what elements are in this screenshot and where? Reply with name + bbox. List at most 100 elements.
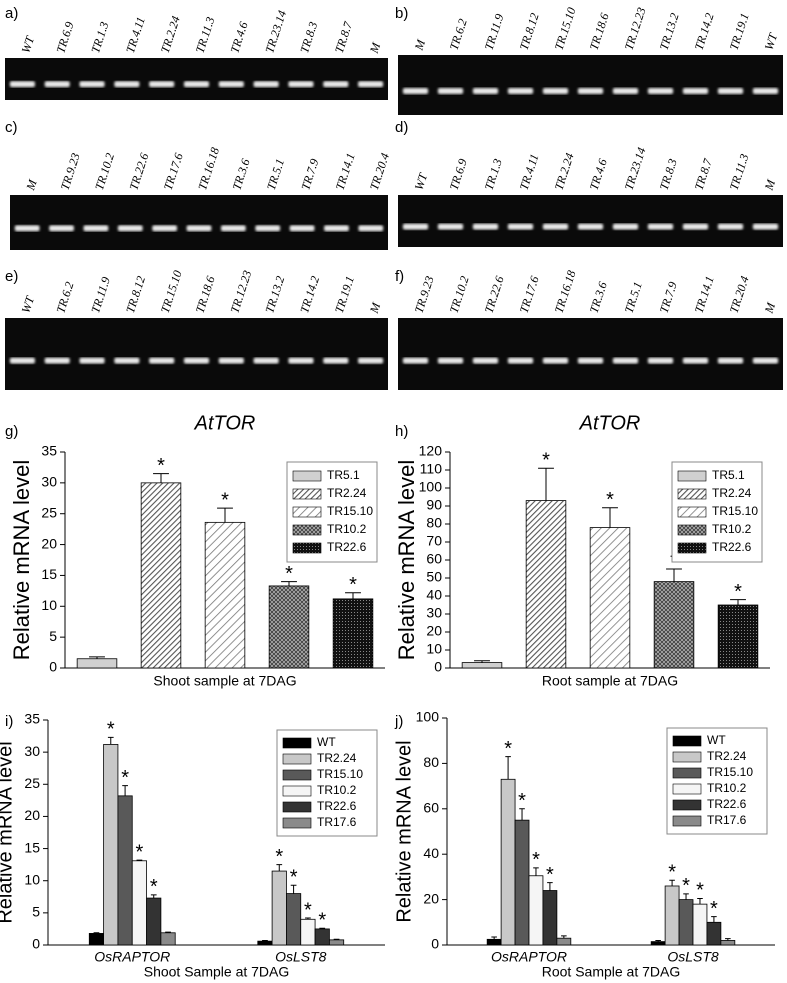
gel-band xyxy=(612,223,639,230)
bar xyxy=(664,885,680,946)
y-tick-label: 90 xyxy=(426,497,442,513)
significance-mark: * xyxy=(682,875,690,897)
bar xyxy=(706,921,722,946)
lane-label: TR.2.24 xyxy=(158,14,183,54)
error-bar xyxy=(345,592,361,599)
error-bar xyxy=(262,940,268,942)
legend-label: TR2.24 xyxy=(327,486,367,500)
panel-label: b) xyxy=(395,5,408,22)
gel-band xyxy=(183,81,210,88)
significance-mark: * xyxy=(107,719,115,741)
y-tick-label: 0 xyxy=(49,659,57,675)
y-tick-label: 60 xyxy=(426,551,442,567)
bar xyxy=(653,581,695,669)
gel-band xyxy=(472,223,499,230)
significance-mark: * xyxy=(546,864,554,886)
significance-mark: * xyxy=(696,880,704,902)
error-bar xyxy=(725,938,731,941)
legend-swatch xyxy=(672,783,702,795)
lane-label: TR.20.4 xyxy=(727,274,752,314)
y-tick-label: 50 xyxy=(426,569,442,585)
gel-band xyxy=(358,81,384,88)
gel-band xyxy=(288,357,314,364)
lane-label: M xyxy=(411,37,428,53)
legend-label: TR15.10 xyxy=(317,767,363,781)
y-tick-label: 30 xyxy=(426,605,442,621)
legend-label: TR22.6 xyxy=(712,540,752,554)
gel-band xyxy=(183,357,210,364)
x-tick-label: OsRAPTOR xyxy=(491,949,567,965)
gel-band xyxy=(288,81,314,88)
error-bar xyxy=(533,867,539,876)
legend-swatch xyxy=(677,524,707,536)
x-axis-label: Shoot sample at 7DAG xyxy=(153,673,296,689)
y-tick-label: 20 xyxy=(24,807,40,823)
lane-label: TR.7.9 xyxy=(298,157,321,192)
gel-band xyxy=(220,225,246,232)
bar xyxy=(88,933,105,946)
gel-band xyxy=(14,225,40,232)
legend-swatch xyxy=(672,815,702,827)
gel-band xyxy=(577,223,604,230)
error-bar xyxy=(666,568,682,582)
lane-label: TR.2.24 xyxy=(552,151,577,191)
y-tick-label: 100 xyxy=(416,709,440,725)
bar xyxy=(692,903,708,946)
lane-label: WT xyxy=(19,293,38,314)
gel-band xyxy=(323,81,349,88)
gel-band xyxy=(682,357,709,364)
lane-label: TR.8.3 xyxy=(657,157,680,192)
chart-title: AtTOR xyxy=(579,412,641,434)
significance-mark: * xyxy=(136,841,144,863)
lane-label: TR.6.2 xyxy=(53,280,76,315)
lane-label: TR.14.2 xyxy=(692,11,717,51)
significance-mark: * xyxy=(121,767,129,789)
lane-label: TR.15.10 xyxy=(552,6,579,52)
legend-swatch xyxy=(292,524,322,536)
lane-label: TR.8.12 xyxy=(123,274,148,314)
lane-label: TR.9.23 xyxy=(58,151,83,191)
panel-label: f) xyxy=(395,268,404,285)
gel-band xyxy=(717,357,744,364)
legend-label: WT xyxy=(317,735,336,749)
bar xyxy=(117,795,133,946)
lane-label: TR.9.23 xyxy=(412,274,437,314)
gel-band xyxy=(83,225,109,232)
legend-label: TR15.10 xyxy=(327,504,373,518)
y-tick-label: 0 xyxy=(434,659,442,675)
legend-swatch xyxy=(292,542,322,554)
y-tick-label: 120 xyxy=(419,443,443,459)
error-bar xyxy=(474,660,490,663)
lane-label: TR.5.1 xyxy=(264,157,287,192)
error-bar xyxy=(602,507,618,528)
significance-mark: * xyxy=(157,455,165,477)
error-bar xyxy=(319,927,326,929)
lane-label: M xyxy=(366,300,383,316)
lane-label: TR.19.1 xyxy=(332,274,357,314)
gel-band xyxy=(647,357,674,364)
lane-label: TR.6.9 xyxy=(53,20,76,55)
gel-band xyxy=(402,357,429,364)
gel-band xyxy=(9,81,35,88)
lane-label: TR.11.9 xyxy=(482,12,507,52)
lane-label: WT xyxy=(19,33,38,54)
bar xyxy=(286,893,302,946)
x-axis-label: Root sample at 7DAG xyxy=(542,673,678,689)
lane-label: TR.17.6 xyxy=(161,151,186,191)
y-tick-label: 30 xyxy=(41,474,57,490)
bar xyxy=(589,527,631,669)
gel-band xyxy=(577,357,604,364)
gel-band xyxy=(437,357,464,364)
chart-title: AtTOR xyxy=(194,412,256,434)
lane-label: TR.19.1 xyxy=(727,11,752,51)
bar xyxy=(332,598,374,669)
legend-label: TR17.6 xyxy=(707,813,747,827)
gel-band xyxy=(324,225,349,232)
lane-label: TR.22.6 xyxy=(126,151,151,191)
bar xyxy=(300,918,316,946)
y-tick-label: 5 xyxy=(32,904,40,920)
x-tick-label: OsLST8 xyxy=(275,949,327,965)
lane-label: TR.3.6 xyxy=(230,157,253,192)
bar xyxy=(500,778,516,946)
bar xyxy=(650,941,666,946)
